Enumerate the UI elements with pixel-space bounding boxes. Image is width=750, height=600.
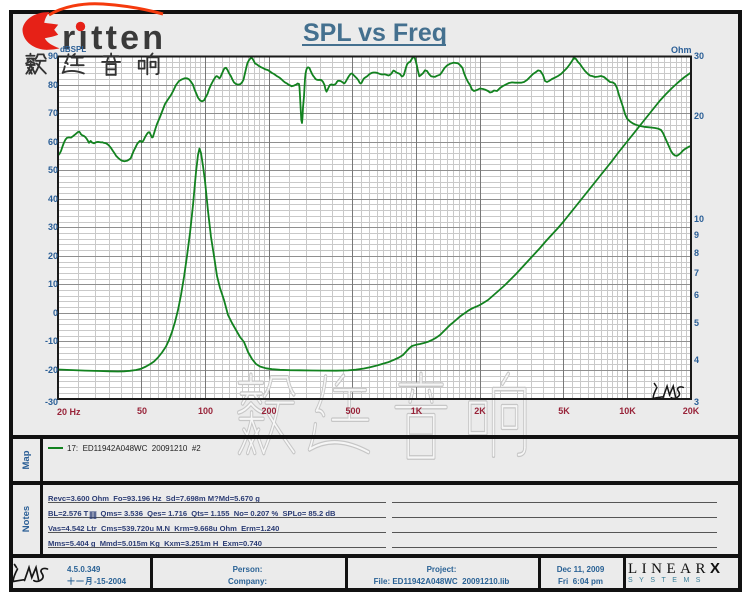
svg-text:Notes: Notes (21, 506, 32, 532)
svg-text:Map: Map (21, 450, 32, 469)
